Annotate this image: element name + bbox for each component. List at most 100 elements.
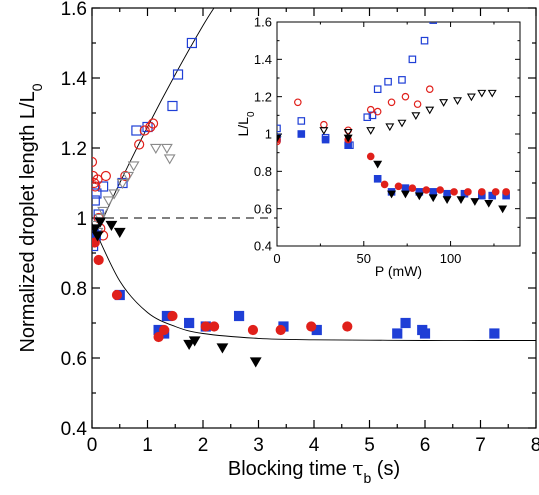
main-data-point <box>249 357 262 368</box>
inset-series-circle-open <box>277 85 434 146</box>
main-data-point <box>392 328 403 339</box>
main-y-tick-label: 1.4 <box>61 69 88 90</box>
main-data-point <box>147 118 159 129</box>
main-x-tick-label: 3 <box>253 435 264 456</box>
main-plot: 0 1 2 3 4 5 6 7 8 0.4 0.6 0.8 1 1.2 1.4 1.6 Blocking tim… <box>17 0 539 486</box>
main-data-point <box>92 195 100 206</box>
main-series-circle-filled <box>92 237 353 343</box>
main-x-tick-label: 6 <box>420 435 431 456</box>
inset-data-point <box>450 188 458 196</box>
main-data-point <box>419 328 431 339</box>
main-data-point <box>139 125 150 136</box>
main-data-point <box>102 196 115 207</box>
main-data-point <box>489 328 500 339</box>
inset-plot-frame <box>276 21 521 247</box>
main-data-point <box>216 343 229 354</box>
inset-data-point <box>380 180 389 189</box>
inset-data-point <box>343 134 353 143</box>
main-data-point <box>161 143 173 155</box>
main-data-point <box>108 189 121 200</box>
inset-data-point <box>425 106 435 115</box>
inset-data-point <box>478 188 486 196</box>
main-data-point <box>149 143 162 155</box>
main-data-point <box>400 317 411 329</box>
main-fit-curve-1 <box>92 8 215 243</box>
inset-data-point <box>294 98 302 107</box>
inset-x-tick-label: 0 <box>273 251 280 266</box>
inset-data-point <box>439 99 449 107</box>
inset-data-point <box>464 188 472 196</box>
main-data-point <box>111 289 123 301</box>
inset-data-point <box>394 182 403 191</box>
main-data-point <box>306 321 317 332</box>
inset-data-point <box>443 189 451 198</box>
inset-data-point <box>498 205 508 214</box>
inset-data-point <box>425 85 434 94</box>
main-series-square-filled <box>92 230 500 339</box>
main-data-point <box>113 227 126 239</box>
main-data-point <box>97 206 110 218</box>
main-data-point <box>275 324 286 336</box>
inset-data-point <box>491 188 500 196</box>
inset-x-tick-label: 100 <box>440 251 462 266</box>
inset-plot-content <box>277 22 510 214</box>
inset-data-point <box>277 124 281 133</box>
inset-data-point <box>398 76 406 84</box>
inset-data-point <box>373 107 382 116</box>
main-data-point <box>116 178 129 190</box>
main-data-point <box>97 181 109 192</box>
main-data-point <box>120 170 131 182</box>
inset-y-tick-label: 0.4 <box>254 239 272 254</box>
inset-y-tick-label: 1.2 <box>254 89 272 104</box>
main-data-point <box>233 310 245 322</box>
inset-y-tick-label: 0.8 <box>254 164 272 179</box>
main-y-tick-label: 1.2 <box>61 139 87 160</box>
main-series-triangle-down-filled <box>92 217 262 368</box>
inset-data-point <box>502 188 510 196</box>
main-data-point <box>92 174 103 185</box>
inset-data-point <box>366 127 376 135</box>
inset-data-point <box>429 188 438 196</box>
inset-data-point <box>466 93 476 102</box>
main-x-tick-label: 5 <box>364 435 375 456</box>
inset-data-point <box>373 85 382 94</box>
inset-data-point <box>408 184 417 192</box>
inset-data-point <box>487 89 497 98</box>
inset-data-point <box>387 190 397 199</box>
main-x-tick-label: 7 <box>475 435 486 456</box>
main-data-point <box>92 181 101 192</box>
inset-data-point <box>414 192 424 201</box>
inset-data-point <box>397 119 407 128</box>
inset-data-point <box>366 105 375 114</box>
main-data-point <box>105 220 118 232</box>
inset-data-point <box>429 22 438 24</box>
inset-y-tick-label: 1 <box>265 127 272 142</box>
main-data-point <box>92 156 98 168</box>
inset-plot: 0 50 100 0.4 0.6 0.8 1 1.2 1.4 1.6 P (mW) L/L0 <box>235 15 521 279</box>
inset-data-point <box>401 184 410 192</box>
inset-data-point <box>319 127 329 135</box>
inset-data-point <box>453 97 462 106</box>
main-y-tick-label: 1.6 <box>61 0 87 20</box>
main-data-point <box>127 161 140 172</box>
inset-data-point <box>477 89 487 98</box>
inset-data-point <box>428 194 438 203</box>
main-y-tick-label: 0.4 <box>61 419 88 440</box>
inset-x-tick-label: 50 <box>357 251 371 266</box>
main-x-tick-label: 2 <box>198 435 209 456</box>
inset-data-point <box>442 196 452 204</box>
inset-data-point <box>420 36 429 45</box>
main-data-point <box>183 339 196 351</box>
inset-data-point <box>366 152 375 161</box>
inset-series-triangle-down-filled <box>277 134 508 214</box>
main-plot-content <box>92 8 536 368</box>
inset-data-point <box>470 198 480 206</box>
inset-data-point <box>277 134 282 143</box>
main-data-point <box>92 188 102 199</box>
main-y-tick-label: 0.8 <box>61 279 87 300</box>
main-data-point <box>145 121 156 133</box>
main-data-point <box>186 37 197 49</box>
main-data-point <box>142 121 153 133</box>
main-y-tick-label: 0.6 <box>61 349 87 370</box>
